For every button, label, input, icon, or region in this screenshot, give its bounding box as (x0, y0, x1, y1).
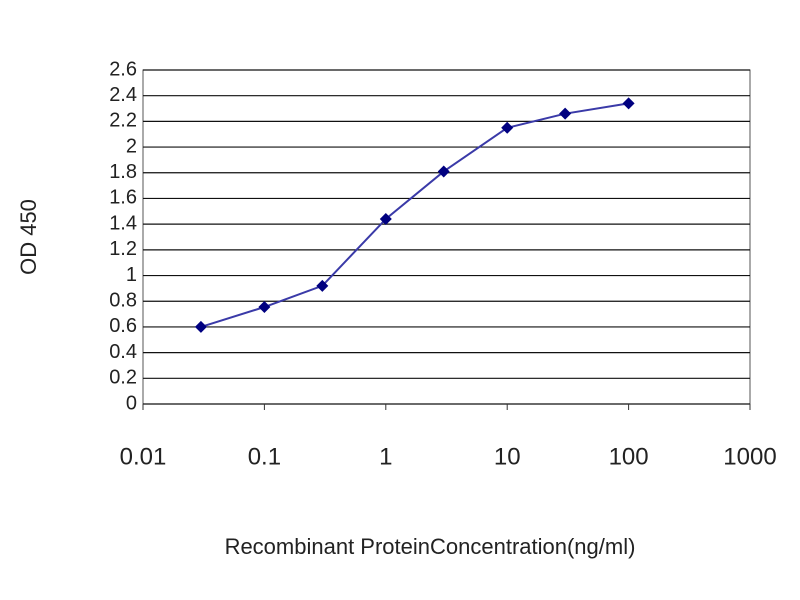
series-line (200, 102, 629, 328)
y-tick-label: 1.8 (109, 161, 137, 183)
y-tick-label: 1.6 (109, 187, 137, 209)
y-tick-label: 0.2 (109, 367, 137, 389)
data-point (379, 213, 392, 226)
y-axis-label: OD 450 (16, 199, 41, 275)
x-tick-label: 0.1 (248, 443, 281, 470)
plot-area (142, 69, 751, 405)
data-point (194, 320, 207, 333)
y-tick-label: 1.2 (109, 238, 137, 260)
y-tick-label: 2.4 (109, 84, 137, 106)
y-tick-label: 0.4 (109, 341, 137, 363)
x-tick-label: 100 (609, 443, 649, 470)
data-point (622, 97, 635, 110)
y-tick-label: 2.6 (109, 58, 137, 80)
x-tick-label: 1000 (723, 443, 776, 470)
data-point (258, 301, 271, 314)
data-point (501, 121, 514, 134)
y-tick-label: 1.4 (109, 212, 137, 234)
y-tick-label: 2 (126, 135, 137, 157)
x-tick-label: 1 (379, 443, 392, 470)
x-tick-label: 0.01 (120, 443, 167, 470)
x-tick-label: 10 (494, 443, 521, 470)
data-point (559, 107, 572, 120)
y-tick-label: 0.8 (109, 290, 137, 312)
y-tick-label: 0.6 (109, 315, 137, 337)
data-point (316, 279, 329, 292)
y-tick-label: 0 (126, 392, 137, 414)
y-tick-label: 1 (126, 264, 137, 286)
data-point (437, 165, 450, 178)
x-axis-label: Recombinant ProteinConcentration(ng/ml) (225, 534, 636, 559)
y-tick-label: 2.2 (109, 110, 137, 132)
